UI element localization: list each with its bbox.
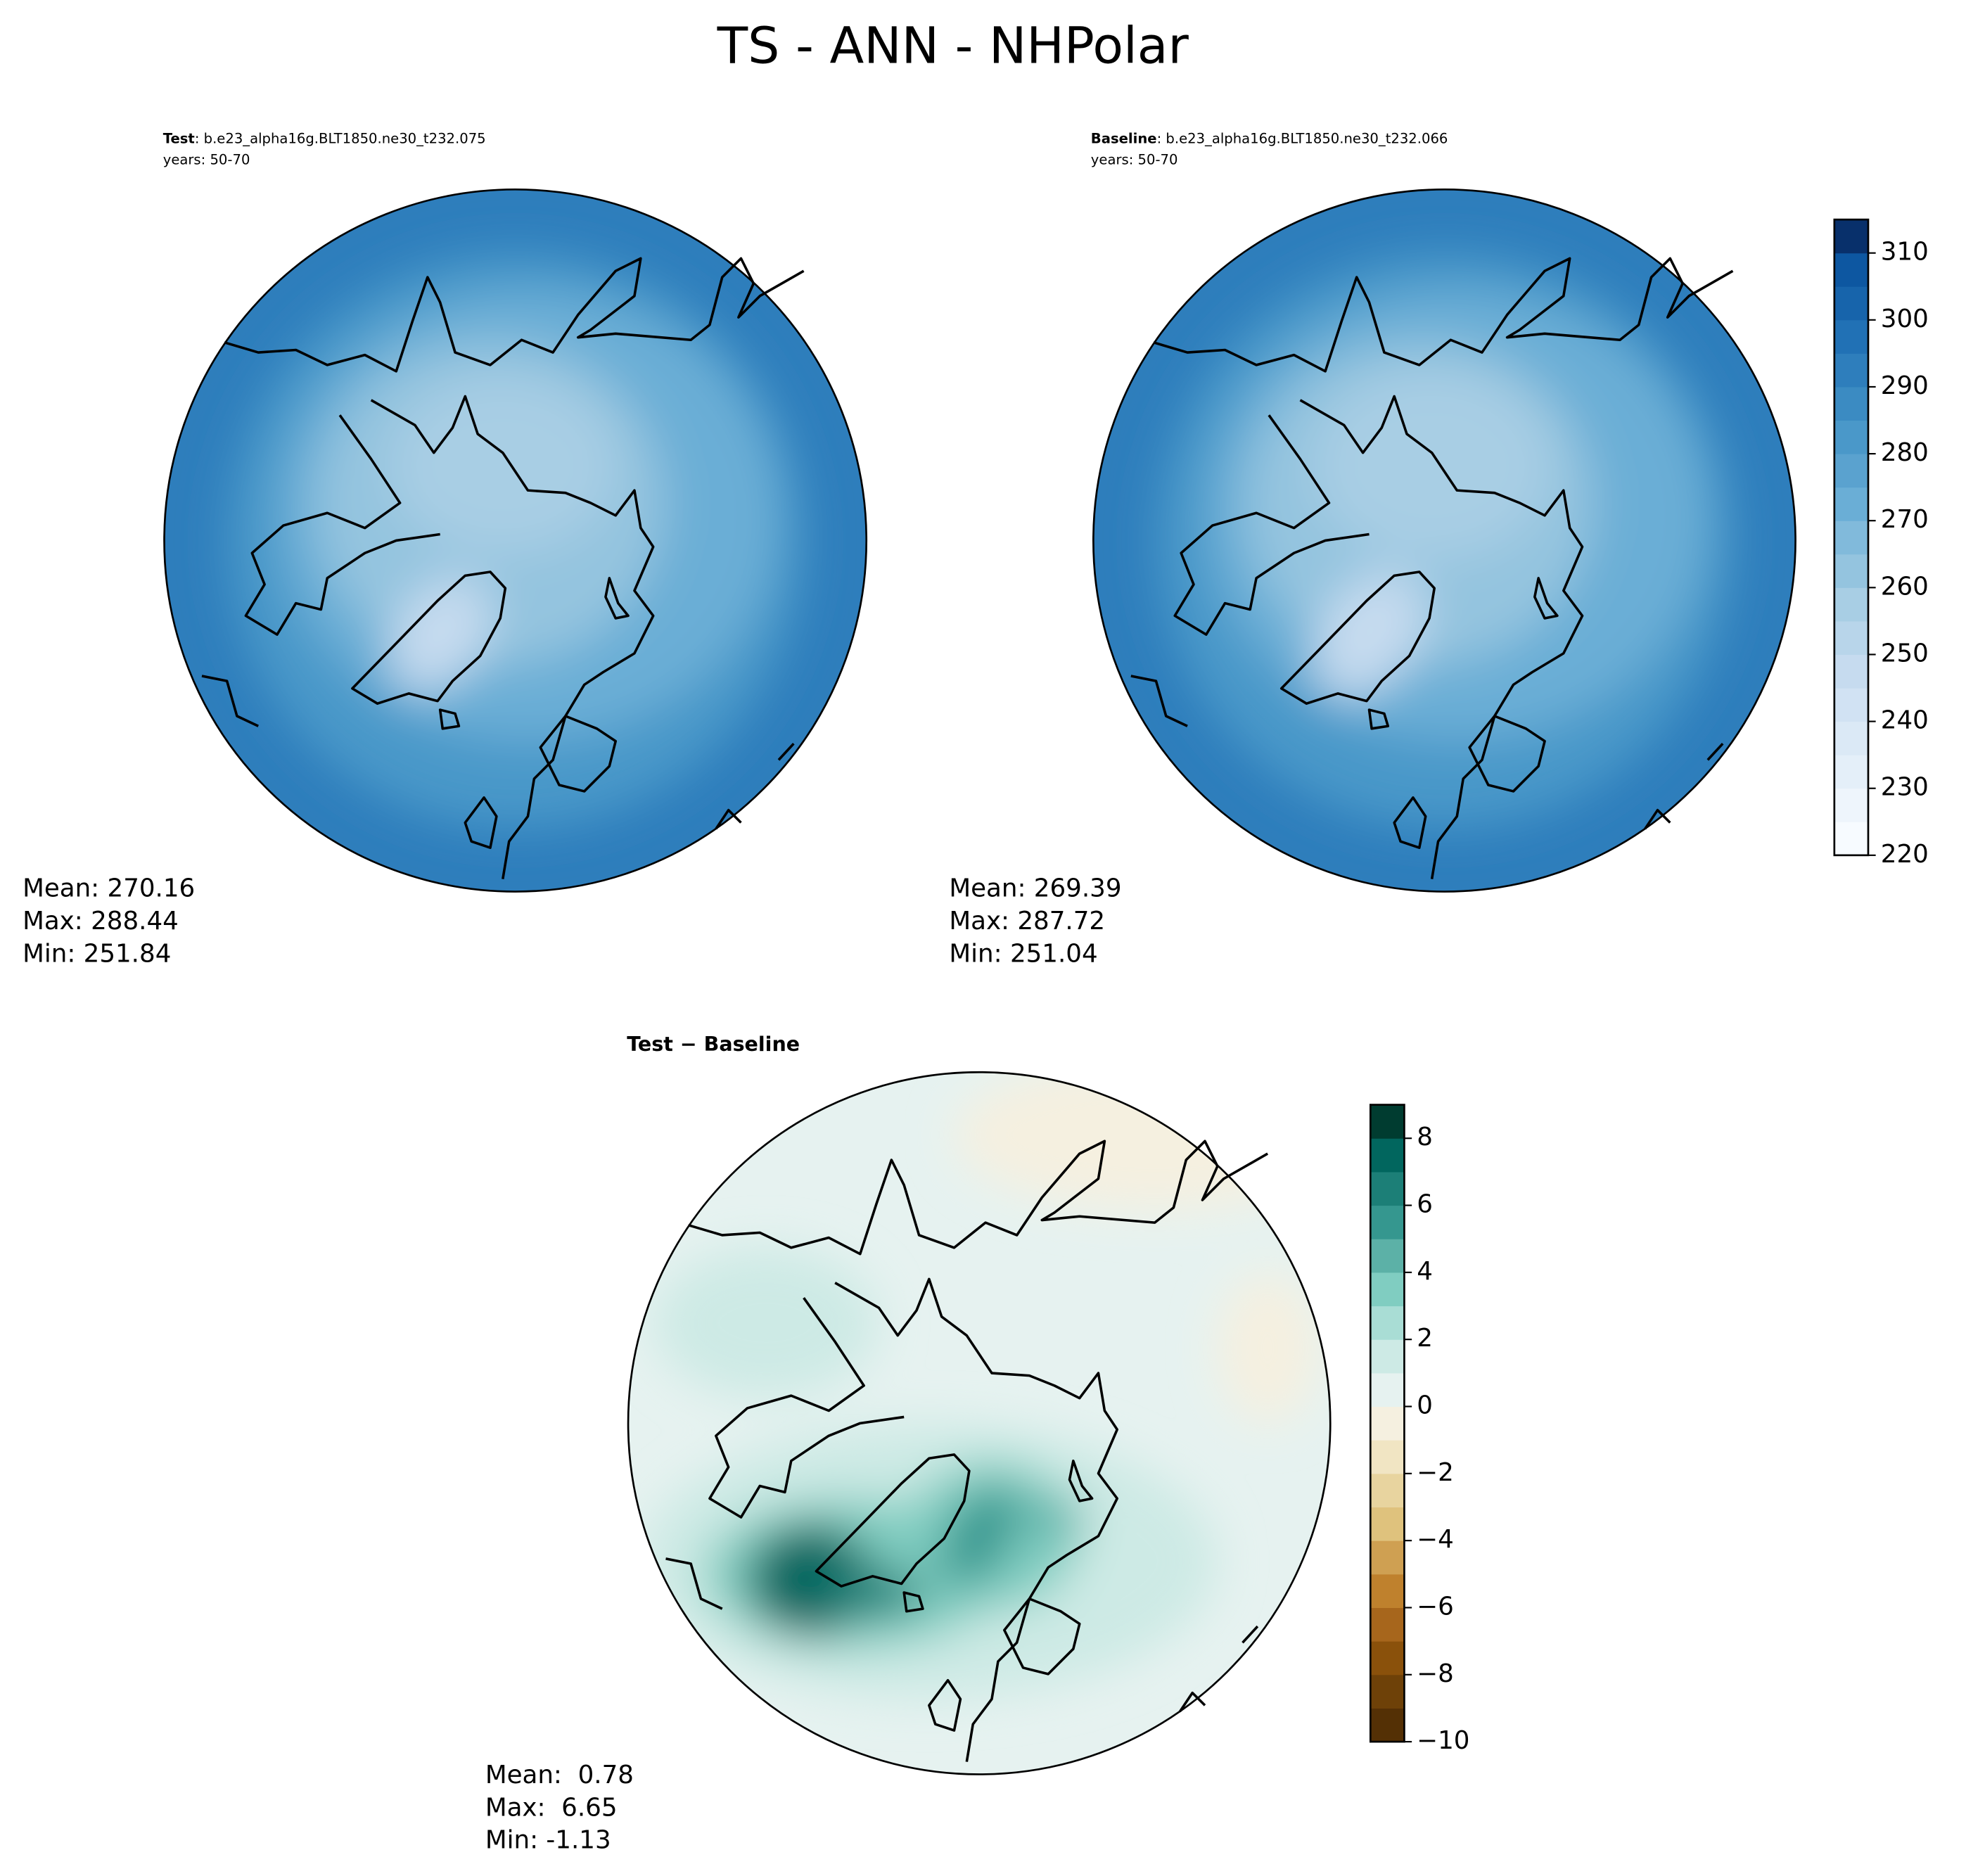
colorbar-band — [1370, 1540, 1405, 1575]
stat: Max: 288.44 — [23, 907, 179, 936]
colorbar-band — [1370, 1674, 1405, 1709]
colorbar-band — [1370, 1574, 1405, 1608]
colorbar-tick-label: −10 — [1417, 1726, 1469, 1755]
colorbar-tick-label: 270 — [1881, 505, 1929, 534]
colorbar-tick-label: 6 — [1417, 1190, 1433, 1219]
colorbar-band — [1834, 386, 1868, 421]
colorbar-band — [1370, 1104, 1405, 1139]
colorbar-tick-label: −4 — [1417, 1525, 1454, 1554]
panel-label: Test: b.e23_alpha16g.BLT1850.ne30_t232.0… — [163, 130, 486, 146]
colorbar-band — [1834, 554, 1868, 588]
stat: Min: 251.04 — [949, 939, 1097, 968]
map — [627, 1071, 1332, 1775]
colorbar-band — [1370, 1641, 1405, 1676]
colorbar-band — [1370, 1272, 1405, 1307]
colorbar-band — [1370, 1138, 1405, 1173]
panel-label: Baseline: b.e23_alpha16g.BLT1850.ne30_t2… — [1091, 130, 1448, 146]
colorbar-tick-label: 300 — [1881, 305, 1929, 333]
colorbar-tick-label: 250 — [1881, 639, 1929, 668]
colorbar-band — [1370, 1607, 1405, 1642]
colorbar-band — [1834, 420, 1868, 454]
panel-years: years: 50-70 — [1091, 152, 1178, 168]
stat: Mean: 270.16 — [23, 874, 195, 903]
map — [163, 188, 868, 893]
colorbar-band — [1834, 286, 1868, 321]
colorbar-band — [1834, 353, 1868, 388]
colorbar-band — [1370, 1306, 1405, 1340]
colorbar-tick-label: 290 — [1881, 371, 1929, 400]
colorbar-frame — [1369, 1104, 1405, 1743]
map — [1092, 188, 1796, 893]
colorbar-band — [1834, 454, 1868, 488]
colorbar-band — [1370, 1708, 1405, 1742]
colorbar-band — [1834, 219, 1868, 254]
colorbar-tick-label: −6 — [1417, 1592, 1454, 1621]
stat: Min: 251.84 — [23, 939, 171, 968]
colorbar-tick-label: 4 — [1417, 1257, 1433, 1286]
colorbar-band — [1834, 253, 1868, 287]
stat: Max: 6.65 — [485, 1793, 618, 1822]
colorbar-band — [1834, 822, 1868, 856]
stat: Mean: 0.78 — [485, 1761, 634, 1789]
colorbar-band — [1370, 1171, 1405, 1206]
colorbar-band — [1834, 587, 1868, 622]
colorbar-band — [1370, 1473, 1405, 1508]
colorbar-band — [1370, 1507, 1405, 1541]
stat: Mean: 269.39 — [949, 874, 1121, 903]
stat: Max: 287.72 — [949, 907, 1105, 936]
colorbar-band — [1834, 521, 1868, 555]
colorbar-tick-label: 8 — [1417, 1123, 1433, 1151]
panel-label: Test − Baseline — [627, 1033, 800, 1056]
colorbar-tick-label: 280 — [1881, 438, 1929, 467]
panel-name: Test — [163, 130, 195, 146]
colorbar-band — [1834, 755, 1868, 789]
colorbar-tick-label: 230 — [1881, 773, 1929, 802]
colorbar-band — [1834, 620, 1868, 655]
colorbar-band — [1834, 788, 1868, 822]
colorbar-band — [1834, 721, 1868, 755]
panel-name: Baseline — [1091, 130, 1157, 146]
colorbar-tick-label: −8 — [1417, 1659, 1454, 1688]
colorbar-tick-label: 220 — [1881, 840, 1929, 869]
panel-case: : b.e23_alpha16g.BLT1850.ne30_t232.066 — [1157, 130, 1448, 146]
stat: Min: -1.13 — [485, 1826, 611, 1855]
colorbar-band — [1834, 319, 1868, 354]
colorbar-tick-label: 260 — [1881, 572, 1929, 601]
colorbar-band — [1834, 654, 1868, 689]
colorbar-band — [1370, 1339, 1405, 1374]
figure-title: TS - ANN - NHPolar — [717, 16, 1189, 75]
colorbar-band — [1370, 1440, 1405, 1474]
colorbar-band — [1834, 688, 1868, 722]
colorbar-band — [1834, 487, 1868, 521]
colorbar-band — [1370, 1406, 1405, 1441]
colorbar-band — [1370, 1205, 1405, 1239]
colorbar-frame — [1833, 218, 1870, 857]
colorbar-tick-label: 2 — [1417, 1324, 1433, 1353]
panel-years: years: 50-70 — [163, 152, 250, 168]
colorbar-tick-label: 240 — [1881, 706, 1929, 735]
colorbar-tick-label: −2 — [1417, 1458, 1454, 1487]
colorbar-tick-label: 310 — [1881, 238, 1929, 267]
panel-case: : b.e23_alpha16g.BLT1850.ne30_t232.075 — [195, 130, 486, 146]
colorbar-band — [1370, 1372, 1405, 1408]
colorbar-tick-label: 0 — [1417, 1391, 1433, 1420]
colorbar-band — [1370, 1239, 1405, 1273]
